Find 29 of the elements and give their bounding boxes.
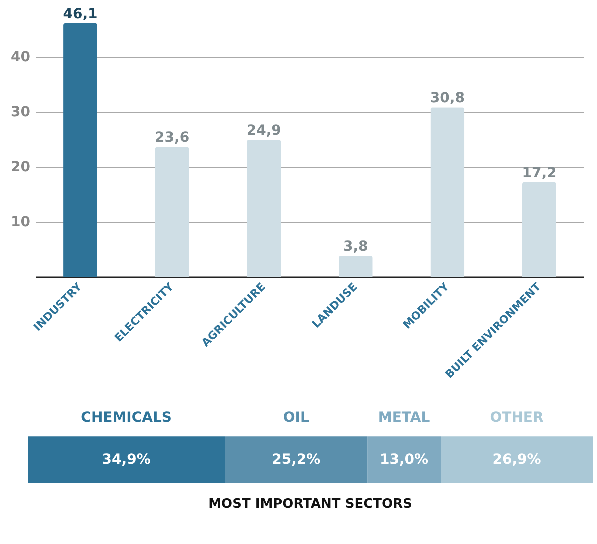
bar bbox=[64, 23, 98, 277]
bar bbox=[338, 256, 373, 277]
data-label: 25,2% bbox=[272, 452, 321, 468]
y-tick-label: 30 bbox=[11, 104, 31, 120]
data-label: 24,9 bbox=[246, 123, 282, 140]
data-label: 46,1 bbox=[63, 6, 98, 22]
series-label: CHEMICALS bbox=[81, 410, 172, 426]
y-tick-label: 10 bbox=[11, 214, 31, 230]
y-tick-label: 40 bbox=[11, 50, 31, 66]
data-label: 13,0% bbox=[380, 452, 429, 468]
data-label: 26,9% bbox=[492, 452, 542, 468]
bar bbox=[247, 140, 282, 277]
bar bbox=[28, 436, 226, 484]
data-label: 23,6 bbox=[155, 130, 190, 146]
bar bbox=[441, 436, 593, 484]
series-label: METAL bbox=[378, 410, 430, 426]
data-label: 17,2 bbox=[522, 165, 557, 182]
bar bbox=[430, 108, 465, 277]
y-tick-label: 20 bbox=[11, 160, 31, 176]
data-label: 34,9% bbox=[102, 452, 151, 468]
bar bbox=[368, 436, 442, 484]
data-label: 3,8 bbox=[343, 239, 368, 256]
bar bbox=[155, 147, 190, 277]
series-label: OTHER bbox=[490, 410, 544, 426]
text: MOST IMPORTANT SECTORS bbox=[208, 497, 412, 512]
bar bbox=[225, 436, 368, 484]
bar bbox=[522, 182, 556, 277]
data-label: 30,8 bbox=[430, 90, 465, 107]
series-label: OIL bbox=[283, 410, 310, 426]
